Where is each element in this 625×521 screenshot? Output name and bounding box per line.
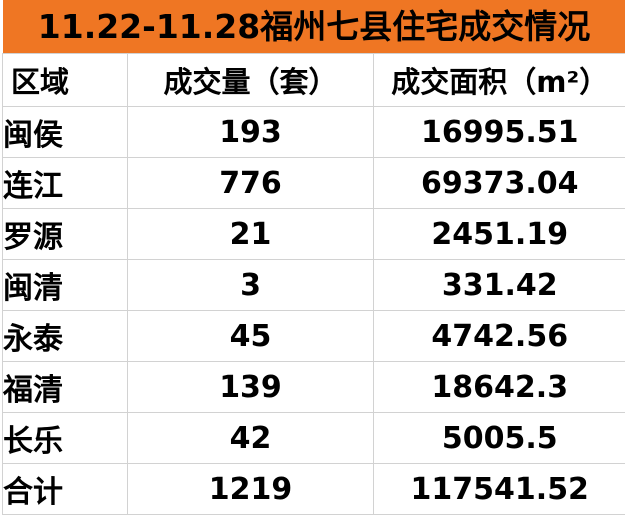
table-row: 罗源 21 2451.19 (2, 208, 625, 260)
table-row: 长乐 42 5005.5 (2, 412, 625, 464)
region-cell: 合计 (2, 463, 128, 515)
volume-cell: 42 (127, 412, 374, 464)
region-cell: 闽侯 (2, 106, 128, 158)
volume-cell: 45 (127, 310, 374, 362)
table-row: 闽侯 193 16995.51 (2, 106, 625, 158)
region-cell: 连江 (2, 157, 128, 209)
region-cell: 永泰 (2, 310, 128, 362)
header-row: 区域 成交量（套） 成交面积（m²） (2, 53, 625, 107)
title-row: 11.22-11.28福州七县住宅成交情况 (2, 0, 625, 54)
header-region: 区域 (2, 53, 128, 107)
area-cell: 5005.5 (373, 412, 625, 464)
area-cell: 69373.04 (373, 157, 625, 209)
table-row: 闽清 3 331.42 (2, 259, 625, 311)
header-volume: 成交量（套） (127, 53, 374, 107)
page-title: 11.22-11.28福州七县住宅成交情况 (2, 0, 625, 54)
area-cell: 2451.19 (373, 208, 625, 260)
region-cell: 福清 (2, 361, 128, 413)
header-area: 成交面积（m²） (373, 53, 625, 107)
volume-cell: 3 (127, 259, 374, 311)
area-cell: 117541.52 (373, 463, 625, 515)
table-row: 福清 139 18642.3 (2, 361, 625, 413)
area-cell: 16995.51 (373, 106, 625, 158)
region-cell: 长乐 (2, 412, 128, 464)
area-cell: 18642.3 (373, 361, 625, 413)
volume-cell: 193 (127, 106, 374, 158)
volume-cell: 776 (127, 157, 374, 209)
volume-cell: 1219 (127, 463, 374, 515)
volume-cell: 139 (127, 361, 374, 413)
area-cell: 4742.56 (373, 310, 625, 362)
area-cell: 331.42 (373, 259, 625, 311)
table-row: 永泰 45 4742.56 (2, 310, 625, 362)
table-row: 连江 776 69373.04 (2, 157, 625, 209)
region-cell: 罗源 (2, 208, 128, 260)
volume-cell: 21 (127, 208, 374, 260)
table-row-total: 合计 1219 117541.52 (2, 463, 625, 515)
region-cell: 闽清 (2, 259, 128, 311)
